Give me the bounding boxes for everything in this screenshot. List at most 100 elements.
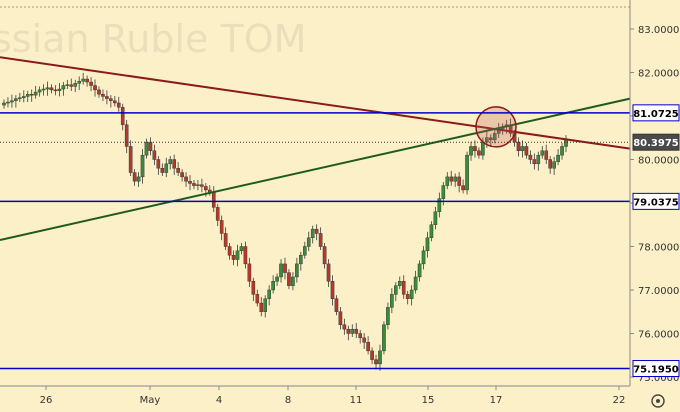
candle-down (69, 84, 74, 87)
candle-down (532, 159, 537, 165)
candle-down (132, 172, 137, 182)
candle-down (516, 141, 521, 152)
candle-up (469, 146, 473, 156)
candle-up (65, 84, 70, 86)
candle-up (41, 88, 46, 91)
candle-down (374, 359, 378, 365)
time-axis-ticks: 26 May 4 8 11 15 17 22 (40, 386, 626, 406)
candle-up (481, 141, 485, 156)
candle-up (291, 276, 295, 286)
candle-down (105, 96, 109, 99)
candles (2, 72, 568, 371)
candle-up (465, 154, 469, 191)
candle-up (433, 211, 438, 225)
candle-down (346, 328, 351, 334)
candle-down (176, 167, 180, 173)
candle-down (524, 146, 529, 156)
candle-up (394, 285, 398, 295)
candle-up (350, 328, 355, 334)
candle-down (255, 294, 260, 304)
gear-icon[interactable] (651, 394, 665, 408)
level-label: 80.3975 (633, 138, 679, 149)
time-tick-label: 26 (40, 395, 53, 406)
axes (0, 0, 631, 387)
level-label: 75.1950 (633, 365, 679, 376)
candle-down (528, 154, 533, 160)
candle-down (461, 185, 465, 191)
candle-down (477, 150, 481, 156)
candle-up (453, 176, 457, 182)
candle-up (235, 250, 240, 260)
candle-down (489, 137, 493, 141)
candle-up (564, 139, 568, 147)
candle-down (342, 324, 347, 330)
candle-down (124, 124, 129, 147)
candle-down (366, 342, 370, 352)
candle-up (386, 307, 390, 325)
candle-up (279, 263, 283, 278)
settings-button[interactable] (651, 394, 665, 408)
candle-down (219, 220, 224, 234)
ascending-trendline (0, 97, 631, 241)
candle-up (25, 94, 30, 97)
candle-up (306, 237, 311, 247)
candle-down (243, 246, 248, 265)
candle-up (437, 198, 442, 212)
candle-down (231, 254, 236, 260)
candle-up (2, 102, 6, 106)
candle-down (113, 100, 117, 104)
candle-down (358, 333, 362, 339)
candle-down (211, 191, 216, 208)
candle-up (390, 294, 394, 308)
candle-up (196, 184, 200, 186)
price-tick-label: 83.0000 (638, 25, 679, 36)
candle-down (544, 150, 549, 160)
candle-down (109, 98, 113, 101)
candle-up (302, 246, 307, 256)
candle-up (10, 100, 14, 103)
candle-down (200, 184, 204, 187)
candle-up (45, 87, 50, 90)
candle-down (370, 350, 374, 360)
candle-down (184, 176, 188, 182)
candle-down (259, 302, 264, 312)
candle-up (429, 224, 434, 239)
candle-down (223, 233, 228, 247)
level-label: 81.0725 (633, 109, 679, 120)
candle-up (295, 263, 299, 278)
candle-down (247, 263, 252, 282)
candle-down (188, 181, 192, 184)
candle-down (251, 281, 256, 295)
candle-down (405, 294, 410, 299)
candle-down (215, 207, 220, 221)
candle-up (57, 88, 62, 91)
level-labels: 81.0725 80.3975 79.0375 75.1950 (632, 104, 680, 378)
candle-up (441, 185, 446, 199)
candle-up (61, 85, 66, 90)
candle-down (89, 81, 93, 86)
candle-down (326, 263, 331, 282)
candle-up (267, 289, 271, 299)
candle-up (168, 159, 173, 165)
candle-up (382, 324, 386, 352)
candle-up (445, 176, 450, 186)
candle-down (128, 146, 133, 173)
time-tick-label: 22 (613, 395, 626, 406)
candle-up (310, 228, 315, 239)
highlight-circle (475, 106, 517, 148)
candle-up (21, 96, 26, 98)
candle-down (548, 159, 552, 169)
candle-down (101, 94, 105, 97)
time-tick-label: 4 (216, 395, 222, 406)
candle-up (77, 80, 81, 84)
candle-up (378, 350, 382, 365)
candle-up (14, 98, 18, 101)
candle-down (354, 328, 359, 334)
candle-up (397, 281, 402, 286)
time-tick-label: 17 (490, 395, 503, 406)
candle-up (33, 91, 38, 96)
level-label-box (632, 104, 680, 122)
candle-down (287, 272, 291, 286)
